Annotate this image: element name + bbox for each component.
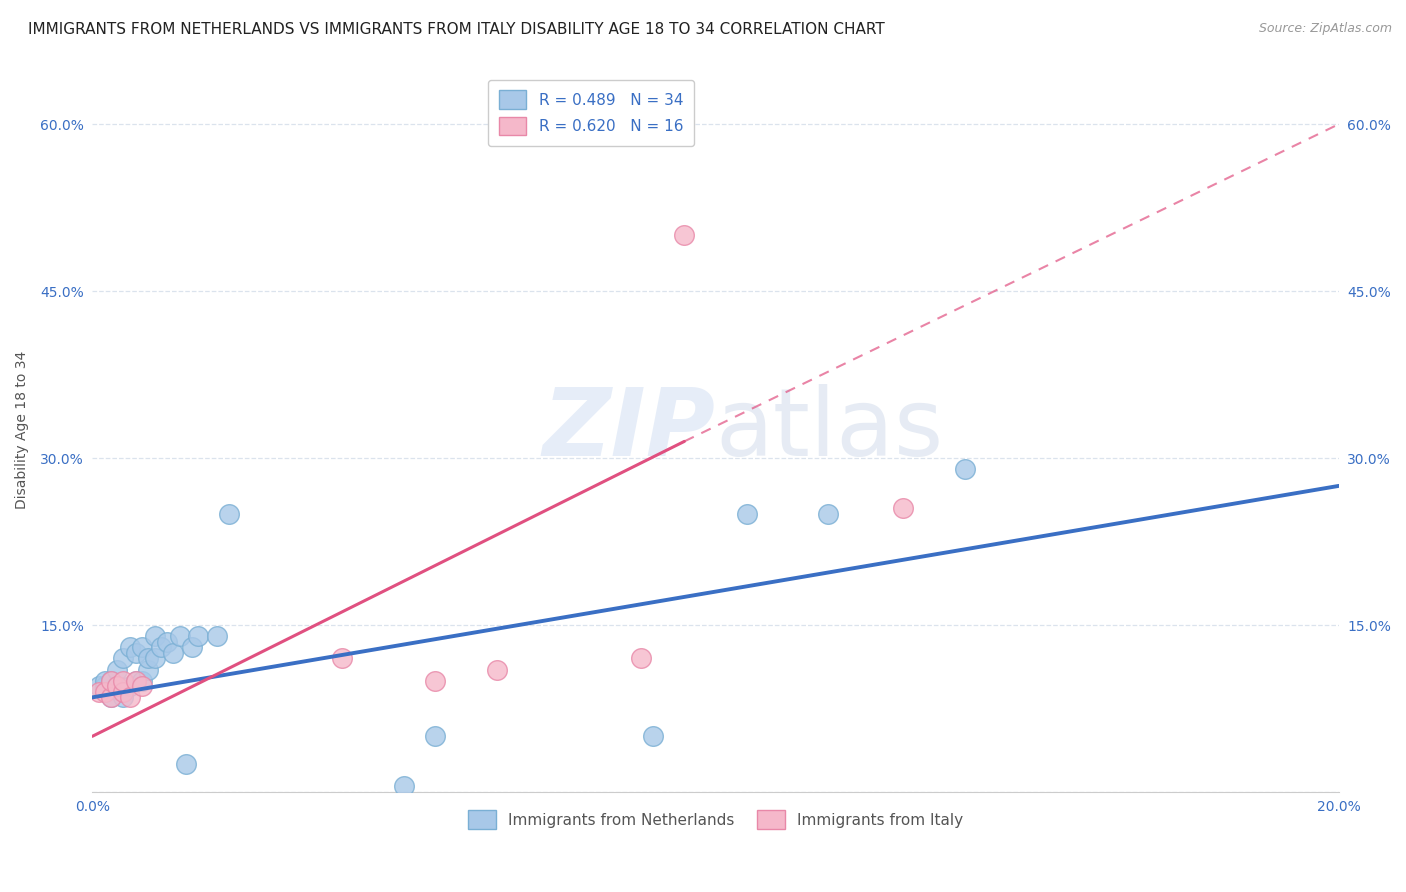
Point [125,673,148,688]
Point [118,640,141,655]
Point [131,673,153,688]
Point [149,640,172,655]
Point [112,690,135,705]
Point [87,679,110,693]
Point [94,685,117,699]
Point [205,629,228,643]
Point [486,663,509,677]
Point [162,646,184,660]
Point [105,663,128,677]
Point [94,679,117,693]
Point [112,673,135,688]
Point [138,663,160,677]
Y-axis label: Disability Age 18 to 34: Disability Age 18 to 34 [15,351,30,509]
Point [138,651,160,665]
Point [94,673,117,688]
Point [125,646,148,660]
Point [392,780,415,794]
Point [218,507,240,521]
Point [131,679,153,693]
Point [131,640,153,655]
Point [735,507,758,521]
Point [105,679,128,693]
Legend: Immigrants from Netherlands, Immigrants from Italy: Immigrants from Netherlands, Immigrants … [463,804,969,835]
Point [174,757,197,772]
Point [630,651,652,665]
Point [100,673,122,688]
Point [156,634,179,648]
Point [817,507,839,521]
Text: IMMIGRANTS FROM NETHERLANDS VS IMMIGRANTS FROM ITALY DISABILITY AGE 18 TO 34 COR: IMMIGRANTS FROM NETHERLANDS VS IMMIGRANT… [28,22,884,37]
Point [169,629,191,643]
Point [953,462,976,476]
Point [100,673,122,688]
Point [105,679,128,693]
Point [643,729,665,743]
Point [118,679,141,693]
Point [112,651,135,665]
Point [118,690,141,705]
Point [112,685,135,699]
Text: ZIP: ZIP [543,384,716,476]
Point [891,501,914,516]
Point [423,729,446,743]
Text: Source: ZipAtlas.com: Source: ZipAtlas.com [1258,22,1392,36]
Point [181,640,204,655]
Point [330,651,353,665]
Text: atlas: atlas [716,384,943,476]
Point [187,629,209,643]
Point [100,690,122,705]
Point [423,673,446,688]
Point [100,690,122,705]
Point [673,228,696,243]
Point [143,651,166,665]
Point [125,673,148,688]
Point [87,685,110,699]
Point [143,629,166,643]
